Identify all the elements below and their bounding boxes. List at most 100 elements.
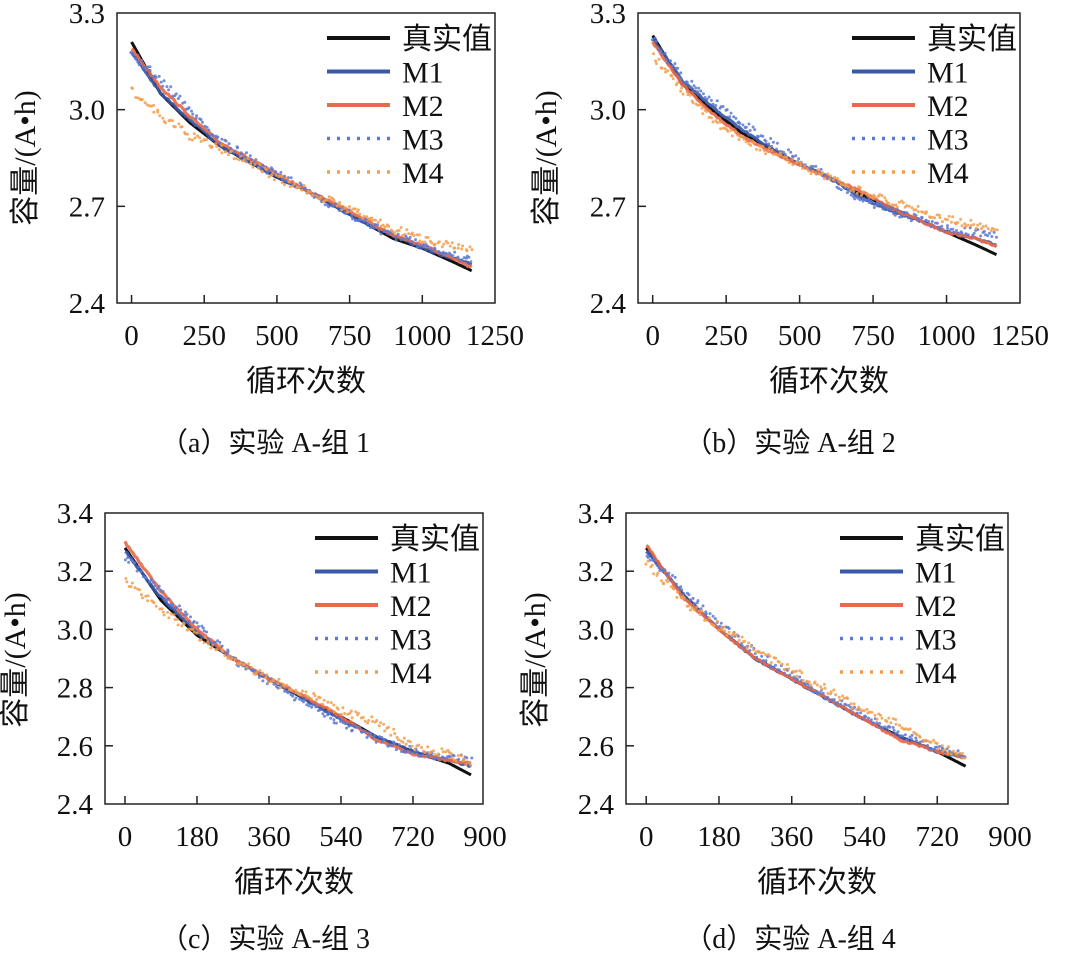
data-point — [982, 229, 986, 233]
data-point — [753, 141, 757, 145]
x-axis-label: 循环次数 — [234, 866, 354, 899]
data-point — [852, 189, 856, 193]
data-point — [855, 191, 859, 195]
data-point — [837, 187, 841, 190]
legend-item-M2: M2 — [315, 590, 432, 623]
data-point — [955, 229, 958, 232]
data-point — [371, 720, 375, 723]
series-line-M2 — [130, 47, 473, 269]
data-point — [381, 223, 385, 227]
data-point — [880, 194, 884, 198]
data-point — [356, 208, 360, 212]
data-point — [310, 705, 314, 709]
data-point — [741, 123, 745, 127]
legend-item-M4: M4 — [315, 657, 432, 690]
data-point — [852, 195, 855, 199]
y-tick-label: 2.8 — [57, 673, 93, 705]
data-point — [748, 649, 752, 652]
data-point — [327, 205, 331, 209]
data-point — [737, 138, 741, 142]
data-point — [794, 669, 798, 673]
data-point — [907, 216, 910, 220]
data-point — [176, 97, 180, 101]
data-point — [433, 757, 437, 761]
data-point — [202, 138, 206, 142]
plot-frame — [116, 12, 496, 304]
data-point — [175, 605, 178, 609]
data-point — [791, 157, 795, 161]
data-point — [161, 116, 165, 120]
data-point — [771, 140, 775, 144]
data-point — [123, 558, 127, 562]
data-point — [216, 639, 220, 643]
data-point — [685, 81, 689, 84]
data-point — [464, 762, 468, 766]
data-point — [144, 594, 148, 598]
data-point — [180, 624, 184, 628]
data-point — [928, 215, 932, 219]
data-point — [218, 644, 222, 648]
data-point — [441, 750, 445, 754]
data-point — [383, 229, 387, 233]
data-point — [659, 579, 663, 583]
data-point — [467, 255, 471, 259]
data-point — [814, 164, 818, 168]
y-tick-label: 2.8 — [578, 673, 614, 705]
data-point — [392, 727, 396, 731]
data-point — [920, 216, 924, 220]
data-point — [432, 749, 436, 753]
data-point — [767, 142, 771, 146]
data-point — [960, 224, 964, 228]
data-point — [969, 224, 973, 227]
data-point — [666, 580, 670, 584]
data-point — [307, 704, 311, 708]
data-point — [374, 740, 378, 744]
data-point — [347, 724, 351, 728]
data-point — [682, 592, 686, 596]
legend-item-M4: M4 — [852, 157, 969, 190]
data-point — [249, 157, 253, 161]
data-point — [446, 241, 450, 245]
data-point — [211, 643, 215, 647]
data-point — [343, 206, 347, 210]
data-point — [215, 648, 219, 652]
data-point — [761, 145, 764, 148]
data-point — [956, 749, 960, 753]
legend-label: M1 — [390, 557, 432, 590]
plot-frame — [637, 12, 1021, 304]
legend-label: M3 — [915, 624, 957, 657]
data-point — [370, 715, 374, 719]
data-point — [257, 675, 261, 679]
data-point — [203, 635, 207, 639]
data-point — [732, 115, 736, 119]
data-point — [300, 188, 304, 192]
data-point — [265, 673, 269, 677]
data-point — [220, 137, 224, 141]
data-point — [795, 678, 799, 682]
data-point — [685, 90, 689, 94]
data-point — [137, 565, 141, 569]
data-point — [283, 183, 286, 187]
data-point — [701, 604, 705, 608]
data-point — [312, 195, 316, 199]
data-point — [755, 655, 759, 659]
legend-label: M3 — [402, 124, 444, 157]
data-point — [810, 686, 814, 690]
subplot-d: 0 180 360 540 720 900 2.4 2.6 2.8 3.0 3.2 3.4 循环次数 容量… — [519, 498, 1032, 955]
data-point — [146, 594, 150, 598]
data-point — [187, 627, 191, 631]
legend-item-M4: M4 — [840, 657, 957, 690]
data-point — [786, 663, 789, 666]
data-point — [171, 603, 174, 607]
data-point — [888, 725, 892, 729]
y-tick-label: 2.7 — [69, 191, 105, 223]
data-point — [875, 717, 879, 721]
data-point — [191, 112, 195, 116]
data-point — [698, 609, 702, 613]
data-point — [833, 702, 837, 706]
data-point — [660, 52, 664, 56]
data-point — [968, 226, 972, 230]
data-point — [267, 175, 271, 179]
y-tick-label: 3.0 — [578, 614, 614, 646]
data-point — [306, 695, 310, 699]
